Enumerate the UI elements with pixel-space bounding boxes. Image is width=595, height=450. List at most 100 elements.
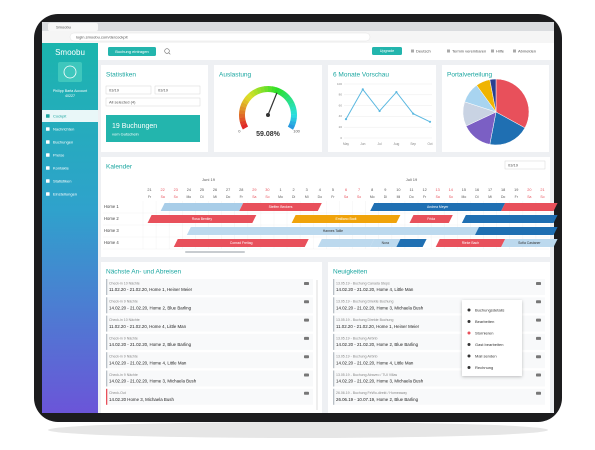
weekday: Fr [148,195,152,199]
gauge-band [239,117,246,123]
menu-highlight [42,110,98,122]
menu-item[interactable]: Kontakte [53,165,70,170]
list-item-icon[interactable] [304,300,309,304]
gauge-max: 100 [293,129,300,134]
menu-option[interactable]: Gast bearbeiten [475,342,503,347]
url-field[interactable] [69,32,371,42]
day-number: 30 [265,188,269,192]
list-item-icon[interactable] [536,300,541,304]
top-link[interactable]: Termin vereinbaren [452,48,486,53]
list-item[interactable] [106,352,313,369]
day-number: 6 [345,188,347,192]
list-item-icon[interactable] [536,318,541,322]
x-tick-label: Jun [360,142,365,146]
menu-item[interactable]: Cockpit [53,113,67,118]
menu-item[interactable]: Einstellungen [53,191,77,196]
list-item-icon[interactable] [536,336,541,340]
list-item-icon[interactable] [536,391,541,395]
booking-bar[interactable] [147,215,257,223]
calendar: 21Fr22Sa23So24Mo25Di26Mi27Do28Fr29SaJuni… [103,177,558,250]
search-icon[interactable] [164,48,170,54]
shadow [48,422,548,438]
tab[interactable] [48,23,98,31]
menu-item[interactable]: Statistiken [53,178,71,183]
list-item-label: 26.06.19 - Buchung FeWo-direkt / Homeawa… [336,391,407,395]
booking-bar[interactable] [239,203,322,211]
list-item[interactable] [333,388,545,405]
list-item[interactable] [106,388,313,405]
day-number: 1 [279,188,281,192]
gauge-band [280,90,287,98]
weekday: So [265,195,269,199]
weekday: Mi [488,195,492,199]
booking-bar[interactable] [317,239,375,247]
list-item-icon[interactable] [304,391,309,395]
booking-bar[interactable] [435,239,506,247]
list-item-icon[interactable] [536,355,541,359]
menu-item[interactable]: Nachrichten [53,126,74,131]
list-item[interactable] [106,297,313,314]
list-item[interactable] [106,333,313,350]
add-booking-button[interactable] [108,47,156,56]
booking-bar[interactable] [160,203,244,211]
gauge-band [288,102,296,109]
pie-chart [462,78,530,146]
scrollbar[interactable] [185,251,245,253]
list-item[interactable] [106,370,313,387]
calendar-select[interactable] [504,160,546,170]
top-link[interactable]: Deutsch [416,48,431,53]
weekday: So [449,195,453,199]
booking-bar[interactable] [396,239,427,247]
list-item-icon[interactable] [536,373,541,377]
weekday: Do [318,195,322,199]
booking-bar[interactable] [370,203,506,211]
menu-option[interactable]: Buchungsdetails [475,307,504,312]
booking-bar[interactable] [186,227,479,235]
menu-option[interactable]: Bearbeiten [475,319,494,324]
weekday: Mi [213,195,217,199]
day-number: 23 [174,188,178,192]
booking-bar[interactable] [291,215,401,223]
list-item-icon[interactable] [304,336,309,340]
list-item-icon[interactable] [304,355,309,359]
list-item-icon[interactable] [536,282,541,285]
booking-bar[interactable] [501,239,558,247]
gauge-band [260,86,266,93]
gauge-band [285,95,293,103]
menu-option[interactable]: Rechnung [475,365,493,370]
upgrade-button[interactable] [372,47,402,55]
arrivals-list: Check-in 10 Nächte 11.02.20 - 21.02.20, H… [106,279,313,405]
gauge-band [249,90,257,98]
gauge-band [241,98,250,105]
gauge-band [289,120,297,127]
list-item[interactable] [333,279,545,295]
day-number: 14 [449,188,453,192]
property-filter[interactable] [105,97,201,107]
list-item-marker [333,333,335,350]
menu-item[interactable]: Preise [53,152,65,157]
menu-item[interactable]: Buchungen [53,139,73,144]
date-from[interactable] [105,85,152,95]
top-link[interactable]: Hilfe [496,48,505,53]
booking-bar[interactable] [173,239,309,247]
list-item-icon[interactable] [304,282,309,285]
list-item-icon[interactable] [304,373,309,377]
menu-option[interactable]: Mail senden [475,353,497,358]
top-link[interactable]: Abmelden [518,48,536,53]
booking-bar[interactable] [501,203,558,211]
list-item[interactable] [106,279,313,295]
booking-bar[interactable] [370,239,401,247]
property-filter-text: All selected (4) [109,99,136,104]
list-item-icon[interactable] [304,318,309,322]
booking-name: Conrad Freitag [230,241,253,245]
weekday: Di [475,195,478,199]
home-label: Home 1 [104,204,119,209]
booking-bar[interactable] [409,215,453,223]
link-icon [513,49,516,53]
menu-option[interactable]: Stornieren [475,330,493,335]
date-to[interactable] [154,85,201,95]
booking-bar[interactable] [461,215,558,223]
menu-icon [467,331,471,335]
list-item[interactable] [106,315,313,332]
booking-bar[interactable] [474,227,558,235]
